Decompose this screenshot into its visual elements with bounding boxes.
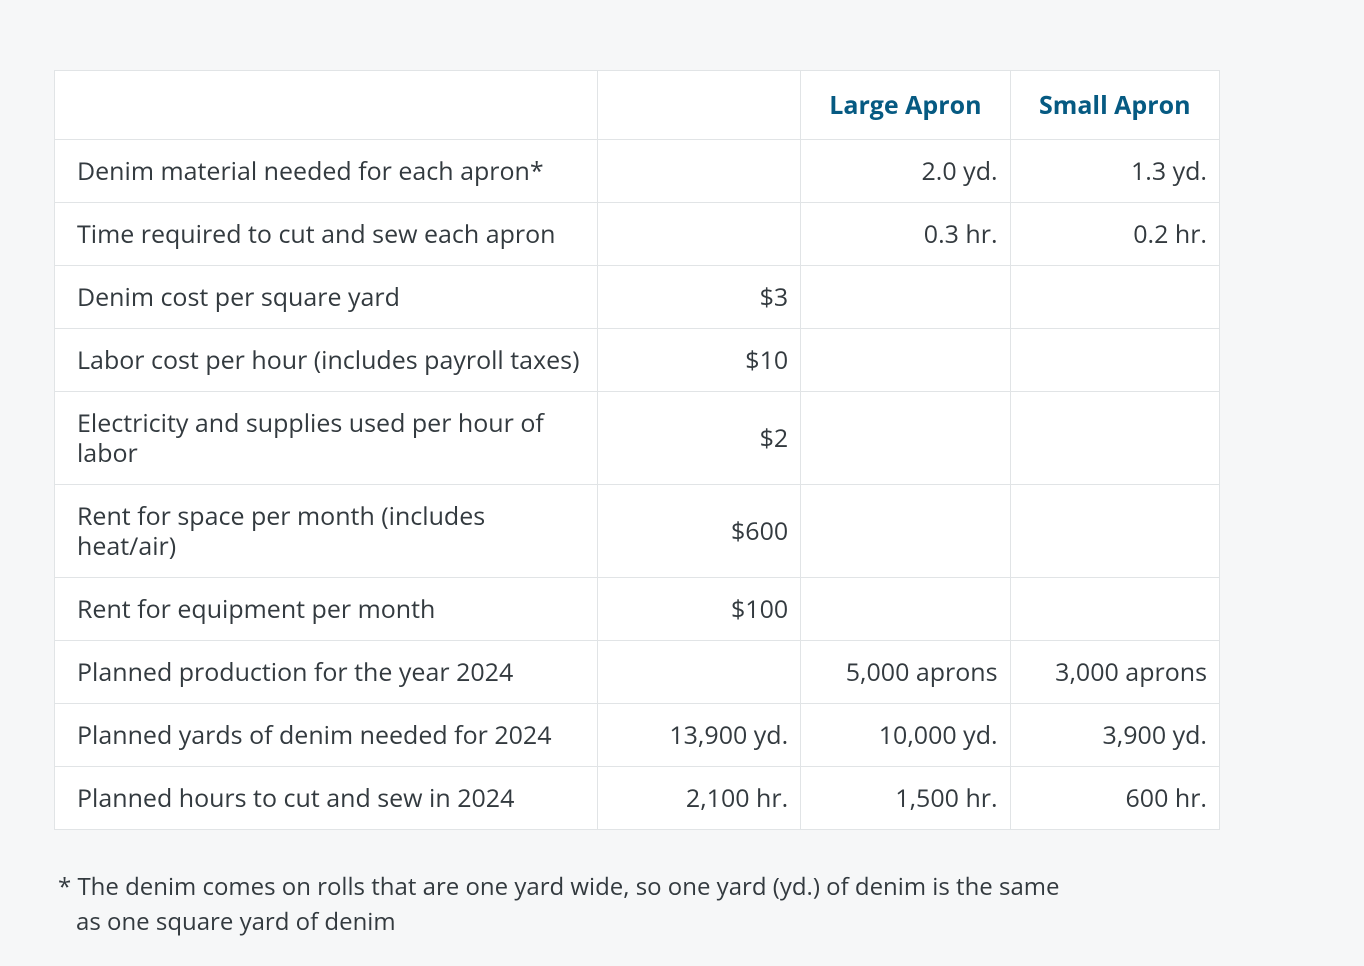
- row-value-large: 5,000 aprons: [801, 641, 1010, 704]
- row-value-small: 3,000 aprons: [1010, 641, 1219, 704]
- table-body: Denim material needed for each apron* 2.0…: [55, 140, 1220, 830]
- row-value-total: [598, 203, 801, 266]
- table-row: Denim cost per square yard$3: [55, 266, 1220, 329]
- row-value-small: 1.3 yd.: [1010, 140, 1219, 203]
- row-label: Rent for equipment per month: [55, 578, 598, 641]
- row-value-small: 0.2 hr.: [1010, 203, 1219, 266]
- row-value-large: [801, 392, 1010, 485]
- table-row: Planned production for the year 2024 5,00…: [55, 641, 1220, 704]
- row-value-small: [1010, 266, 1219, 329]
- page: Large Apron Small Apron Denim material n…: [0, 0, 1364, 940]
- row-label: Rent for space per month (includes heat/…: [55, 485, 598, 578]
- row-label: Denim cost per square yard: [55, 266, 598, 329]
- row-value-large: 1,500 hr.: [801, 767, 1010, 830]
- table-row: Rent for space per month (includes heat/…: [55, 485, 1220, 578]
- header-large-apron: Large Apron: [801, 71, 1010, 140]
- row-value-large: [801, 329, 1010, 392]
- row-value-small: 3,900 yd.: [1010, 704, 1219, 767]
- row-label: Labor cost per hour (includes payroll ta…: [55, 329, 598, 392]
- row-label: Denim material needed for each apron*: [55, 140, 598, 203]
- row-label: Planned hours to cut and sew in 2024: [55, 767, 598, 830]
- table-header-row: Large Apron Small Apron: [55, 71, 1220, 140]
- row-value-large: 0.3 hr.: [801, 203, 1010, 266]
- row-value-total: [598, 641, 801, 704]
- row-value-small: [1010, 392, 1219, 485]
- header-small-apron: Small Apron: [1010, 71, 1219, 140]
- row-value-large: 2.0 yd.: [801, 140, 1010, 203]
- row-value-small: 600 hr.: [1010, 767, 1219, 830]
- table-row: Planned yards of denim needed for 202413…: [55, 704, 1220, 767]
- row-value-total: $100: [598, 578, 801, 641]
- cost-table: Large Apron Small Apron Denim material n…: [54, 70, 1220, 830]
- header-blank-1: [55, 71, 598, 140]
- row-value-large: [801, 578, 1010, 641]
- row-value-total: 2,100 hr.: [598, 767, 801, 830]
- row-value-total: [598, 140, 801, 203]
- table-row: Planned hours to cut and sew in 20242,10…: [55, 767, 1220, 830]
- row-value-large: [801, 266, 1010, 329]
- row-value-total: $2: [598, 392, 801, 485]
- table-row: Denim material needed for each apron* 2.0…: [55, 140, 1220, 203]
- table-row: Rent for equipment per month$100: [55, 578, 1220, 641]
- row-label: Planned yards of denim needed for 2024: [55, 704, 598, 767]
- row-value-small: [1010, 578, 1219, 641]
- table-row: Labor cost per hour (includes payroll ta…: [55, 329, 1220, 392]
- row-value-small: [1010, 485, 1219, 578]
- row-label: Planned production for the year 2024: [55, 641, 598, 704]
- footnote: * The denim comes on rolls that are one …: [54, 870, 1076, 940]
- row-value-total: $3: [598, 266, 801, 329]
- row-value-small: [1010, 329, 1219, 392]
- row-value-total: $10: [598, 329, 801, 392]
- table-row: Time required to cut and sew each apron 0…: [55, 203, 1220, 266]
- row-label: Electricity and supplies used per hour o…: [55, 392, 598, 485]
- row-value-total: $600: [598, 485, 801, 578]
- row-value-large: [801, 485, 1010, 578]
- row-label: Time required to cut and sew each apron: [55, 203, 598, 266]
- row-value-large: 10,000 yd.: [801, 704, 1010, 767]
- row-value-total: 13,900 yd.: [598, 704, 801, 767]
- table-row: Electricity and supplies used per hour o…: [55, 392, 1220, 485]
- header-blank-2: [598, 71, 801, 140]
